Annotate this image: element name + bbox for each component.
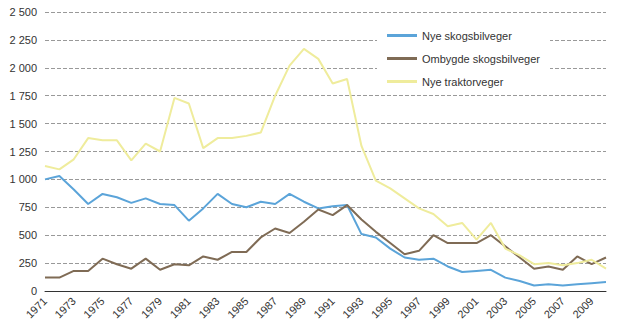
svg-text:1971: 1971 bbox=[23, 295, 49, 321]
svg-text:750: 750 bbox=[19, 201, 37, 213]
svg-text:0: 0 bbox=[31, 285, 37, 297]
svg-text:1 000: 1 000 bbox=[9, 173, 37, 185]
svg-text:1985: 1985 bbox=[225, 295, 251, 321]
svg-text:1977: 1977 bbox=[110, 295, 136, 321]
svg-text:1995: 1995 bbox=[369, 295, 395, 321]
svg-text:500: 500 bbox=[19, 229, 37, 241]
svg-text:1979: 1979 bbox=[139, 295, 165, 321]
svg-text:2007: 2007 bbox=[541, 295, 567, 321]
svg-text:1993: 1993 bbox=[340, 295, 366, 321]
svg-text:2 500: 2 500 bbox=[9, 6, 37, 18]
svg-text:1973: 1973 bbox=[52, 295, 78, 321]
svg-text:1 500: 1 500 bbox=[9, 118, 37, 130]
svg-text:1989: 1989 bbox=[282, 295, 308, 321]
svg-text:1997: 1997 bbox=[397, 295, 423, 321]
svg-text:2009: 2009 bbox=[570, 295, 596, 321]
svg-text:1983: 1983 bbox=[196, 295, 222, 321]
svg-text:1999: 1999 bbox=[426, 295, 452, 321]
svg-text:2005: 2005 bbox=[513, 295, 539, 321]
svg-text:1975: 1975 bbox=[81, 295, 107, 321]
svg-text:Ombygde skogsbilveger: Ombygde skogsbilveger bbox=[422, 53, 540, 65]
svg-text:2 000: 2 000 bbox=[9, 62, 37, 74]
svg-text:Nye skogsbilveger: Nye skogsbilveger bbox=[422, 30, 512, 42]
svg-text:2003: 2003 bbox=[484, 295, 510, 321]
svg-text:Nye traktorveger: Nye traktorveger bbox=[422, 76, 504, 88]
svg-text:1991: 1991 bbox=[311, 295, 337, 321]
svg-text:1 250: 1 250 bbox=[9, 146, 37, 158]
svg-text:2001: 2001 bbox=[455, 295, 481, 321]
svg-text:2 250: 2 250 bbox=[9, 34, 37, 46]
svg-text:250: 250 bbox=[19, 257, 37, 269]
svg-text:1981: 1981 bbox=[167, 295, 193, 321]
svg-text:1 750: 1 750 bbox=[9, 90, 37, 102]
svg-text:1987: 1987 bbox=[254, 295, 280, 321]
